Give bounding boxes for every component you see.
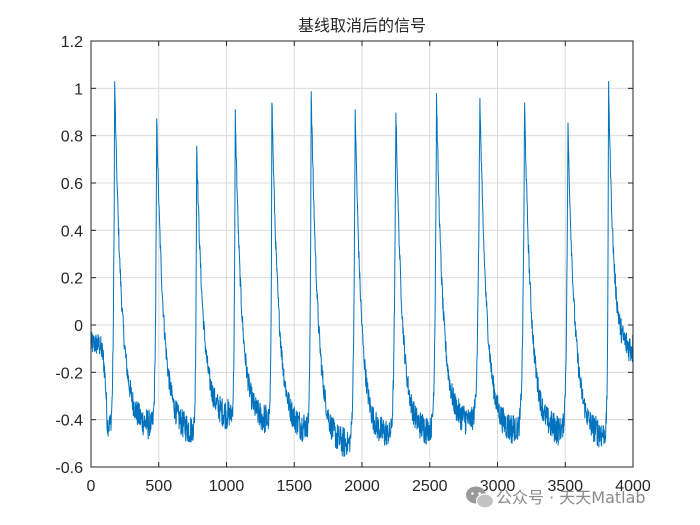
tick-labels: 0 500 1000 1500 2000 2500 3000 3500 4000 -0.6 -0.4… xyxy=(55,34,650,495)
y-tick-label: 0.2 xyxy=(61,271,83,288)
axis-ticks xyxy=(90,40,634,468)
x-tick-label: 0 xyxy=(87,478,96,495)
y-tick-label: 1 xyxy=(74,81,83,98)
x-tick-label: 1500 xyxy=(276,478,312,495)
y-tick-label: -0.6 xyxy=(55,460,83,477)
y-tick-label: 0.6 xyxy=(61,176,83,193)
chart-title: 基线取消后的信号 xyxy=(298,16,426,35)
x-tick-label: 1000 xyxy=(209,478,245,495)
x-tick-label: 3500 xyxy=(547,478,583,495)
x-tick-label: 3000 xyxy=(480,478,516,495)
y-tick-label: 0 xyxy=(74,318,83,335)
y-tick-label: 1.2 xyxy=(61,34,83,51)
y-tick-label: 0.4 xyxy=(61,223,83,240)
y-tick-label: -0.2 xyxy=(55,365,83,382)
x-tick-label: 4000 xyxy=(615,478,651,495)
watermark: 公众号 · 天天Matlab xyxy=(466,486,646,509)
x-tick-label: 2500 xyxy=(412,478,448,495)
signal-line xyxy=(90,81,634,457)
grid xyxy=(90,40,634,468)
x-tick-label: 500 xyxy=(145,478,172,495)
watermark-text: 公众号 · 天天Matlab xyxy=(496,488,646,507)
y-tick-label: 0.8 xyxy=(61,129,83,146)
x-tick-label: 2000 xyxy=(344,478,380,495)
series-layer xyxy=(90,81,634,457)
y-tick-label: -0.4 xyxy=(55,413,83,430)
wechat-icon xyxy=(466,486,495,509)
